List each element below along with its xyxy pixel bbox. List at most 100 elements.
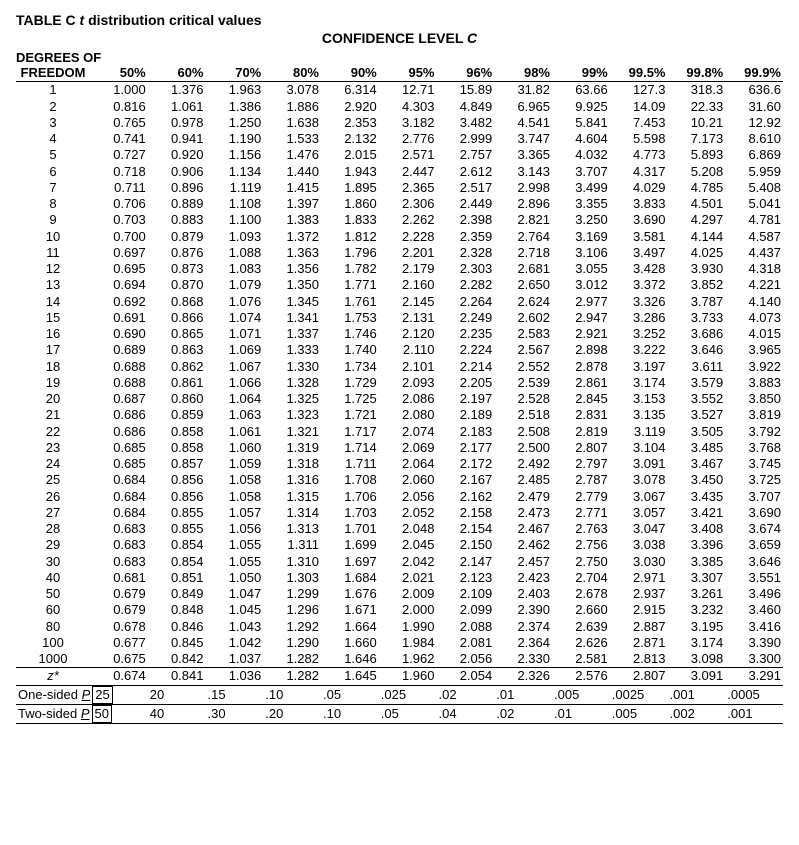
value-cell: 1.156 — [206, 147, 264, 163]
value-cell: 3.067 — [610, 489, 668, 505]
value-cell: 0.920 — [148, 147, 206, 163]
value-cell: 0.688 — [90, 359, 148, 375]
value-cell: 2.771 — [552, 505, 610, 521]
value-cell: 2.447 — [379, 164, 437, 180]
value-cell: 1.066 — [206, 375, 264, 391]
value-cell: 1.860 — [321, 196, 379, 212]
value-cell: 2.878 — [552, 359, 610, 375]
value-cell: 1.045 — [206, 602, 264, 618]
table-row: 130.6940.8701.0791.3501.7712.1602.2822.6… — [16, 277, 783, 293]
value-cell: 0.863 — [148, 342, 206, 358]
value-cell: 2.887 — [610, 619, 668, 635]
value-cell: 3.307 — [668, 570, 726, 586]
value-cell: 1.363 — [263, 245, 321, 261]
value-cell: 0.889 — [148, 196, 206, 212]
value-cell: 0.684 — [90, 489, 148, 505]
value-cell: 2.492 — [494, 456, 552, 472]
df-label: 17 — [16, 342, 90, 358]
value-cell: 1.055 — [206, 554, 264, 570]
value-cell: 3.119 — [610, 424, 668, 440]
value-cell: 5.893 — [668, 147, 726, 163]
one-sided-cell: .025 — [379, 685, 437, 704]
value-cell: 3.057 — [610, 505, 668, 521]
df-label: 25 — [16, 472, 90, 488]
conf-col: 70% — [206, 65, 264, 82]
value-cell: 3.250 — [552, 212, 610, 228]
value-cell: 2.069 — [379, 440, 437, 456]
value-cell: 2.183 — [437, 424, 495, 440]
value-cell: 2.552 — [494, 359, 552, 375]
value-cell: 2.787 — [552, 472, 610, 488]
value-cell: 2.162 — [437, 489, 495, 505]
df-label: 18 — [16, 359, 90, 375]
value-cell: 2.101 — [379, 359, 437, 375]
df-label: 7 — [16, 180, 90, 196]
value-cell: 0.879 — [148, 229, 206, 245]
value-cell: 3.055 — [552, 261, 610, 277]
value-cell: 1.250 — [206, 115, 264, 131]
table-row: 100.7000.8791.0931.3721.8122.2282.3592.7… — [16, 229, 783, 245]
value-cell: 1.796 — [321, 245, 379, 261]
value-cell: 2.423 — [494, 570, 552, 586]
value-cell: 1.313 — [263, 521, 321, 537]
value-cell: 2.624 — [494, 294, 552, 310]
value-cell: 1.303 — [263, 570, 321, 586]
df-label: 26 — [16, 489, 90, 505]
value-cell: 1.476 — [263, 147, 321, 163]
value-cell: 0.697 — [90, 245, 148, 261]
value-cell: 0.849 — [148, 586, 206, 602]
value-cell: 4.587 — [725, 229, 783, 245]
value-cell: 1.697 — [321, 554, 379, 570]
zstar-row: z* 0.674 0.841 1.036 1.282 1.645 1.960 2… — [16, 668, 783, 685]
value-cell: 1.383 — [263, 212, 321, 228]
value-cell: 1.753 — [321, 310, 379, 326]
value-cell: 3.725 — [725, 472, 783, 488]
table-row: 20.8161.0611.3861.8862.9204.3034.8496.96… — [16, 99, 783, 115]
one-sided-label-cell: One-sided P25 — [16, 685, 148, 704]
value-cell: 2.160 — [379, 277, 437, 293]
value-cell: 0.718 — [90, 164, 148, 180]
value-cell: 4.303 — [379, 99, 437, 115]
table-row: 800.6780.8461.0431.2921.6641.9902.0882.3… — [16, 619, 783, 635]
value-cell: 1.064 — [206, 391, 264, 407]
value-cell: 3.496 — [725, 586, 783, 602]
value-cell: 1.061 — [206, 424, 264, 440]
value-cell: 1.734 — [321, 359, 379, 375]
table-title: TABLE C t distribution critical values — [16, 12, 783, 28]
value-cell: 4.785 — [668, 180, 726, 196]
value-cell: 4.032 — [552, 147, 610, 163]
value-cell: 2.403 — [494, 586, 552, 602]
value-cell: 5.841 — [552, 115, 610, 131]
confidence-italic: C — [467, 30, 477, 46]
conf-col: 99.8% — [668, 65, 726, 82]
value-cell: 1.684 — [321, 570, 379, 586]
value-cell: 1.319 — [263, 440, 321, 456]
table-row: 220.6860.8581.0611.3211.7172.0742.1832.5… — [16, 424, 783, 440]
value-cell: 0.848 — [148, 602, 206, 618]
value-cell: 4.140 — [725, 294, 783, 310]
value-cell: 3.768 — [725, 440, 783, 456]
value-cell: 63.66 — [552, 82, 610, 99]
table-row: 260.6840.8561.0581.3151.7062.0562.1622.4… — [16, 489, 783, 505]
value-cell: 2.235 — [437, 326, 495, 342]
value-cell: 1.660 — [321, 635, 379, 651]
conf-col: 98% — [494, 65, 552, 82]
table-row: 150.6910.8661.0741.3411.7532.1312.2492.6… — [16, 310, 783, 326]
value-cell: 2.045 — [379, 537, 437, 553]
table-row: 190.6880.8611.0661.3281.7292.0932.2052.5… — [16, 375, 783, 391]
conf-col: 96% — [437, 65, 495, 82]
value-cell: 0.816 — [90, 99, 148, 115]
value-cell: 3.733 — [668, 310, 726, 326]
value-cell: 3.252 — [610, 326, 668, 342]
one-sided-label: One-sided — [18, 687, 82, 702]
value-cell: 2.150 — [437, 537, 495, 553]
value-cell: 1.725 — [321, 391, 379, 407]
table-row: 240.6850.8571.0591.3181.7112.0642.1722.4… — [16, 456, 783, 472]
value-cell: 1.386 — [206, 99, 264, 115]
two-sided-P: P — [81, 706, 90, 721]
value-cell: 10.21 — [668, 115, 726, 131]
value-cell: 5.959 — [725, 164, 783, 180]
value-cell: 3.930 — [668, 261, 726, 277]
value-cell: 2.602 — [494, 310, 552, 326]
value-cell: 2.365 — [379, 180, 437, 196]
